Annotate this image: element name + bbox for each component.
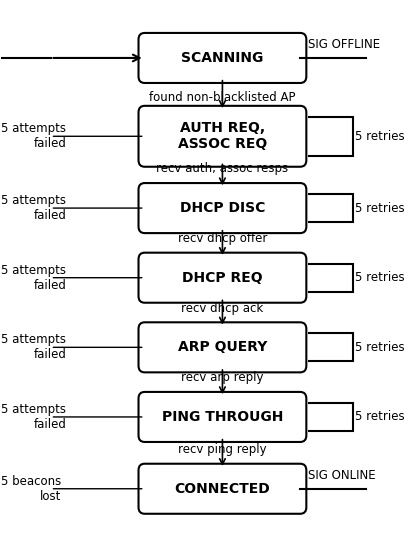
Text: 5 attempts
failed: 5 attempts failed (1, 264, 66, 292)
FancyBboxPatch shape (138, 183, 306, 233)
Text: DHCP DISC: DHCP DISC (180, 201, 265, 215)
FancyBboxPatch shape (138, 106, 306, 167)
Text: SIG ONLINE: SIG ONLINE (308, 469, 376, 482)
Text: 5 attempts
failed: 5 attempts failed (1, 194, 66, 222)
Text: recv dhcp ack: recv dhcp ack (181, 302, 264, 315)
Text: 5 retries: 5 retries (355, 271, 405, 284)
Text: recv auth, assoc resps: recv auth, assoc resps (156, 162, 288, 175)
Text: 5 attempts
failed: 5 attempts failed (1, 334, 66, 362)
Text: CONNECTED: CONNECTED (175, 482, 270, 495)
Text: recv ping reply: recv ping reply (178, 443, 267, 456)
Text: SIG OFFLINE: SIG OFFLINE (308, 38, 380, 52)
Text: 5 retries: 5 retries (355, 410, 405, 423)
FancyBboxPatch shape (138, 253, 306, 303)
Text: found non-blacklisted AP: found non-blacklisted AP (149, 90, 296, 104)
Text: DHCP REQ: DHCP REQ (182, 271, 263, 285)
Text: recv arp reply: recv arp reply (181, 371, 264, 384)
FancyBboxPatch shape (138, 392, 306, 442)
Text: 5 retries: 5 retries (355, 202, 405, 215)
Text: 5 retries: 5 retries (355, 130, 405, 143)
Text: 5 attempts
failed: 5 attempts failed (1, 403, 66, 431)
FancyBboxPatch shape (138, 33, 306, 83)
FancyBboxPatch shape (138, 322, 306, 372)
Text: SCANNING: SCANNING (181, 51, 264, 65)
Text: recv dhcp offer: recv dhcp offer (178, 232, 267, 245)
Text: 5 retries: 5 retries (355, 341, 405, 354)
Text: 5 beacons
lost: 5 beacons lost (1, 475, 61, 502)
FancyBboxPatch shape (138, 464, 306, 514)
Text: PING THROUGH: PING THROUGH (162, 410, 283, 424)
Text: 5 attempts
failed: 5 attempts failed (1, 122, 66, 150)
Text: ARP QUERY: ARP QUERY (178, 341, 267, 355)
Text: AUTH REQ,
ASSOC REQ: AUTH REQ, ASSOC REQ (178, 121, 267, 151)
